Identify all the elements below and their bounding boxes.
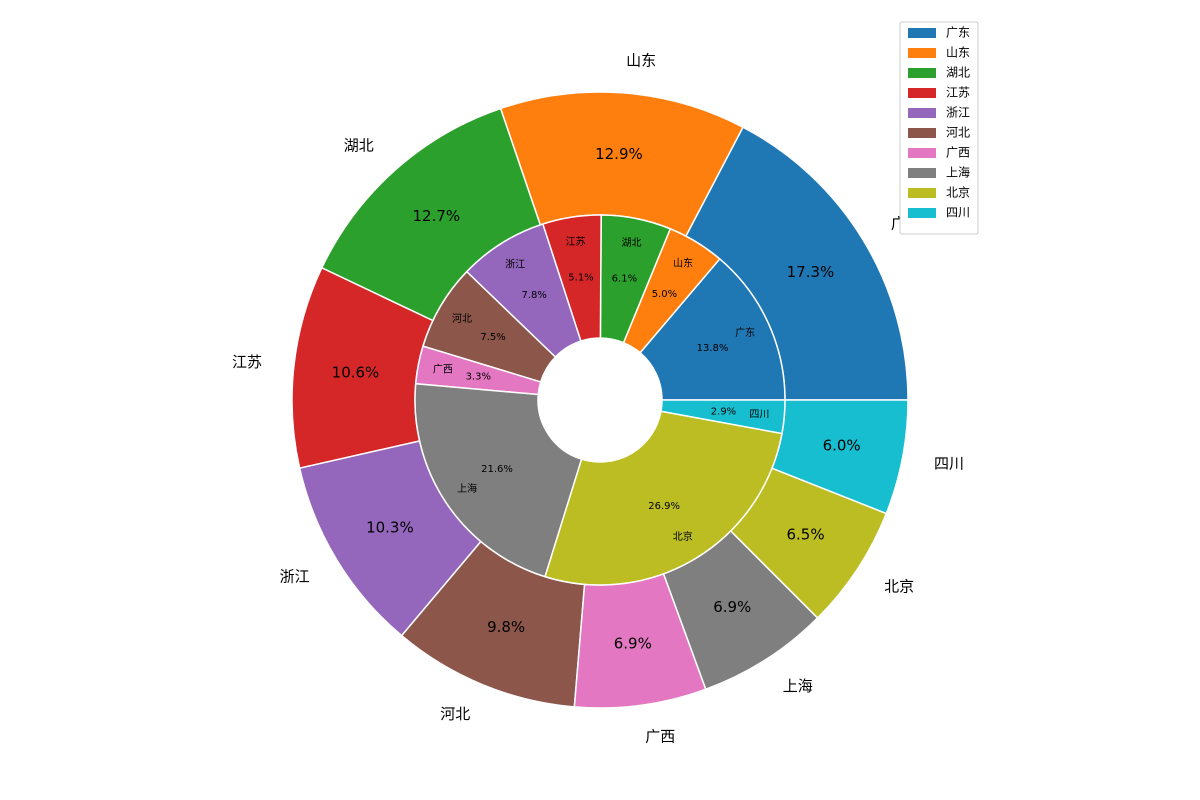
legend-label: 江苏	[946, 86, 970, 100]
legend-swatch	[908, 48, 936, 58]
percent-label: 21.6%	[481, 464, 513, 475]
percent-label: 9.8%	[487, 618, 525, 636]
percent-label: 7.5%	[480, 332, 505, 343]
category-label: 河北	[452, 313, 472, 325]
legend-label: 上海	[946, 165, 970, 180]
legend-swatch	[908, 148, 936, 158]
legend-swatch	[908, 168, 936, 178]
percent-label: 10.6%	[332, 363, 380, 381]
category-label: 湖北	[621, 237, 641, 249]
percent-label: 13.8%	[697, 343, 729, 354]
percent-label: 6.9%	[713, 598, 751, 616]
category-label: 山东	[626, 52, 656, 70]
percent-label: 12.9%	[595, 145, 643, 163]
wedge	[660, 399, 786, 435]
category-label: 河北	[440, 705, 470, 723]
category-label: 江苏	[565, 235, 585, 248]
legend-swatch	[908, 88, 936, 98]
category-label: 广西	[433, 364, 453, 376]
percent-label: 12.7%	[412, 207, 460, 225]
legend-swatch	[908, 108, 936, 118]
percent-label: 7.8%	[522, 290, 547, 301]
legend-label: 广西	[946, 146, 970, 160]
legend-label: 山东	[946, 46, 970, 60]
legend-swatch	[908, 28, 936, 38]
percent-label: 10.3%	[366, 518, 414, 536]
legend-label: 广东	[946, 26, 970, 40]
legend-swatch	[908, 188, 936, 198]
percent-label: 26.9%	[648, 501, 680, 512]
percent-label: 6.5%	[786, 526, 824, 544]
percent-label: 6.0%	[823, 437, 861, 455]
category-label: 江苏	[232, 353, 262, 371]
percent-label: 6.9%	[614, 634, 652, 652]
percent-label: 6.1%	[612, 273, 637, 284]
percent-label: 17.3%	[787, 263, 835, 281]
category-label: 浙江	[505, 258, 525, 270]
category-label: 四川	[934, 454, 964, 472]
wedge	[414, 382, 583, 578]
category-label: 湖北	[344, 137, 374, 155]
legend-label: 四川	[946, 206, 970, 220]
category-label: 北京	[884, 577, 914, 595]
legend-swatch	[908, 68, 936, 78]
legend-label: 浙江	[946, 106, 970, 120]
percent-label: 5.0%	[652, 289, 677, 300]
category-label: 山东	[673, 256, 693, 269]
wedge	[544, 410, 783, 586]
category-label: 上海	[783, 677, 813, 695]
category-label: 广西	[645, 727, 675, 745]
legend-label: 河北	[946, 126, 970, 140]
category-label: 北京	[673, 530, 693, 543]
category-label: 浙江	[280, 567, 310, 585]
percent-label: 2.9%	[711, 406, 736, 417]
category-label: 上海	[457, 482, 477, 495]
legend-swatch	[908, 208, 936, 218]
legend-swatch	[908, 128, 936, 138]
legend-label: 湖北	[946, 65, 970, 80]
percent-label: 3.3%	[466, 371, 491, 382]
wedge	[639, 257, 786, 401]
category-label: 四川	[749, 410, 769, 421]
category-label: 广东	[735, 326, 755, 339]
percent-label: 5.1%	[568, 272, 593, 283]
legend-label: 北京	[946, 186, 970, 200]
